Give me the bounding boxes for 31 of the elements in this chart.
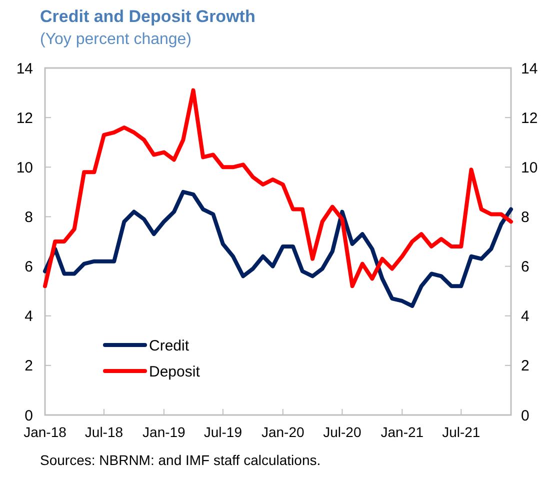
y-tick-label: 8 xyxy=(24,208,33,226)
x-tick-label: Jan-20 xyxy=(261,424,304,440)
y-tick-label: 2 xyxy=(24,358,33,375)
source-note: Sources: NBRNM: and IMF staff calculations. xyxy=(40,452,321,468)
y-tick-label: 4 xyxy=(24,308,33,326)
x-tick-label: Jul-20 xyxy=(323,424,362,440)
y2-tick-label: 0 xyxy=(521,407,530,424)
legend-label: Credit xyxy=(149,337,190,354)
x-tick-label: Jul-18 xyxy=(84,424,124,440)
y-tick-label: 6 xyxy=(24,258,33,276)
y-tick-label: 10 xyxy=(16,159,33,176)
line-series xyxy=(43,190,513,308)
y2-tick-label: 14 xyxy=(521,60,538,78)
y2-tick-label: 8 xyxy=(521,208,530,226)
y-tick-label: 14 xyxy=(16,60,33,78)
y-tick-label: 12 xyxy=(16,110,33,127)
chart-title: Credit and Deposit Growth xyxy=(40,7,256,26)
x-tick-label: Jan-21 xyxy=(380,424,424,440)
x-tick-label: Jan-18 xyxy=(24,424,67,440)
legend-label: Deposit xyxy=(149,363,201,380)
y2-tick-label: 6 xyxy=(521,258,530,276)
line-series xyxy=(43,88,513,288)
x-tick-label: Jan-19 xyxy=(142,424,186,440)
x-tick-label: Jul-21 xyxy=(442,424,480,440)
y2-tick-label: 4 xyxy=(521,308,530,326)
y2-tick-label: 2 xyxy=(521,358,530,375)
y2-tick-label: 10 xyxy=(521,159,538,176)
chart-subtitle: (Yoy percent change) xyxy=(40,31,192,48)
y-tick-label: 0 xyxy=(24,407,33,424)
x-tick-label: Jul-19 xyxy=(204,424,242,440)
y2-tick-label: 12 xyxy=(521,110,538,127)
